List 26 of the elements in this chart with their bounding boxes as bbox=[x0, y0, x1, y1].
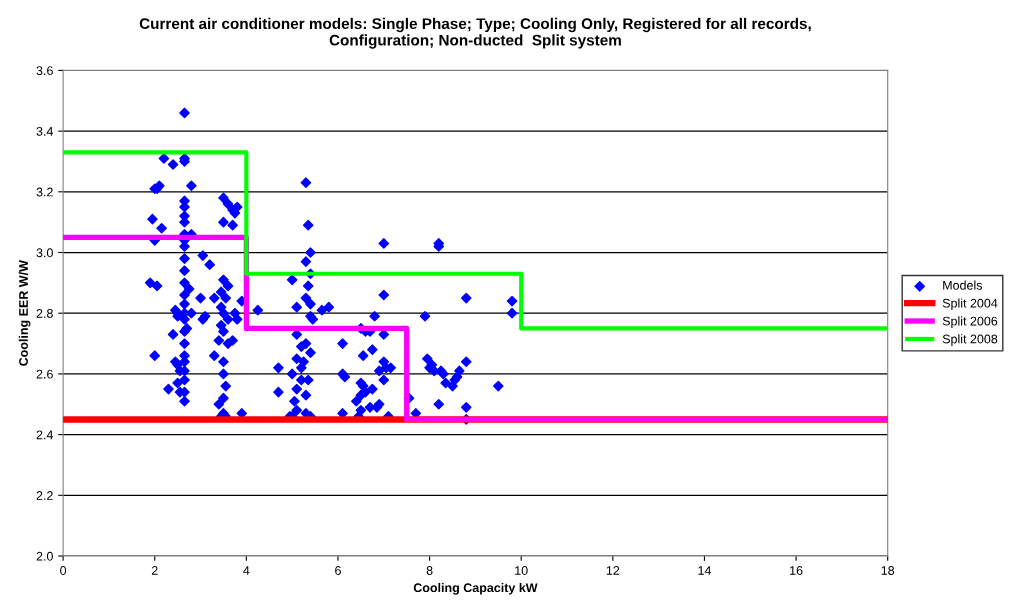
x-tick-label: 8 bbox=[426, 566, 433, 575]
y-axis-title: Cooling EER W/W bbox=[18, 260, 31, 366]
y-tick-label: 2.4 bbox=[36, 430, 54, 440]
x-axis-title: Cooling Capacity kW bbox=[413, 582, 538, 595]
legend-label: Split 2004 bbox=[942, 298, 998, 311]
y-tick-label: 2.2 bbox=[36, 491, 53, 500]
y-tick-label: 3.2 bbox=[36, 187, 53, 197]
legend-label: Split 2006 bbox=[942, 316, 998, 328]
x-tick-label: 14 bbox=[698, 566, 712, 575]
legend-label: Models bbox=[943, 280, 983, 290]
y-tick-label: 3.0 bbox=[36, 248, 53, 258]
x-tick-label: 6 bbox=[335, 566, 341, 575]
x-tick-label: 10 bbox=[515, 566, 528, 575]
x-tick-label: 2 bbox=[151, 566, 158, 575]
y-tick-label: 2.6 bbox=[36, 369, 53, 379]
x-tick-label: 12 bbox=[606, 566, 620, 575]
x-tick-label: 18 bbox=[881, 566, 895, 575]
x-tick-label: 0 bbox=[60, 566, 67, 575]
y-tick-label: 3.6 bbox=[36, 66, 53, 76]
x-tick-label: 4 bbox=[243, 566, 250, 575]
y-tick-label: 2.8 bbox=[36, 309, 53, 318]
legend-label: Split 2008 bbox=[942, 334, 998, 346]
y-tick-label: 2.0 bbox=[36, 551, 53, 561]
y-tick-label: 3.4 bbox=[36, 126, 54, 136]
x-tick-label: 16 bbox=[790, 566, 803, 575]
chart-title: Current air conditioner models: Single Phase; Type; Cooling Only, Registered for all records, Configuration; Non-ducted Split system bbox=[139, 17, 811, 49]
